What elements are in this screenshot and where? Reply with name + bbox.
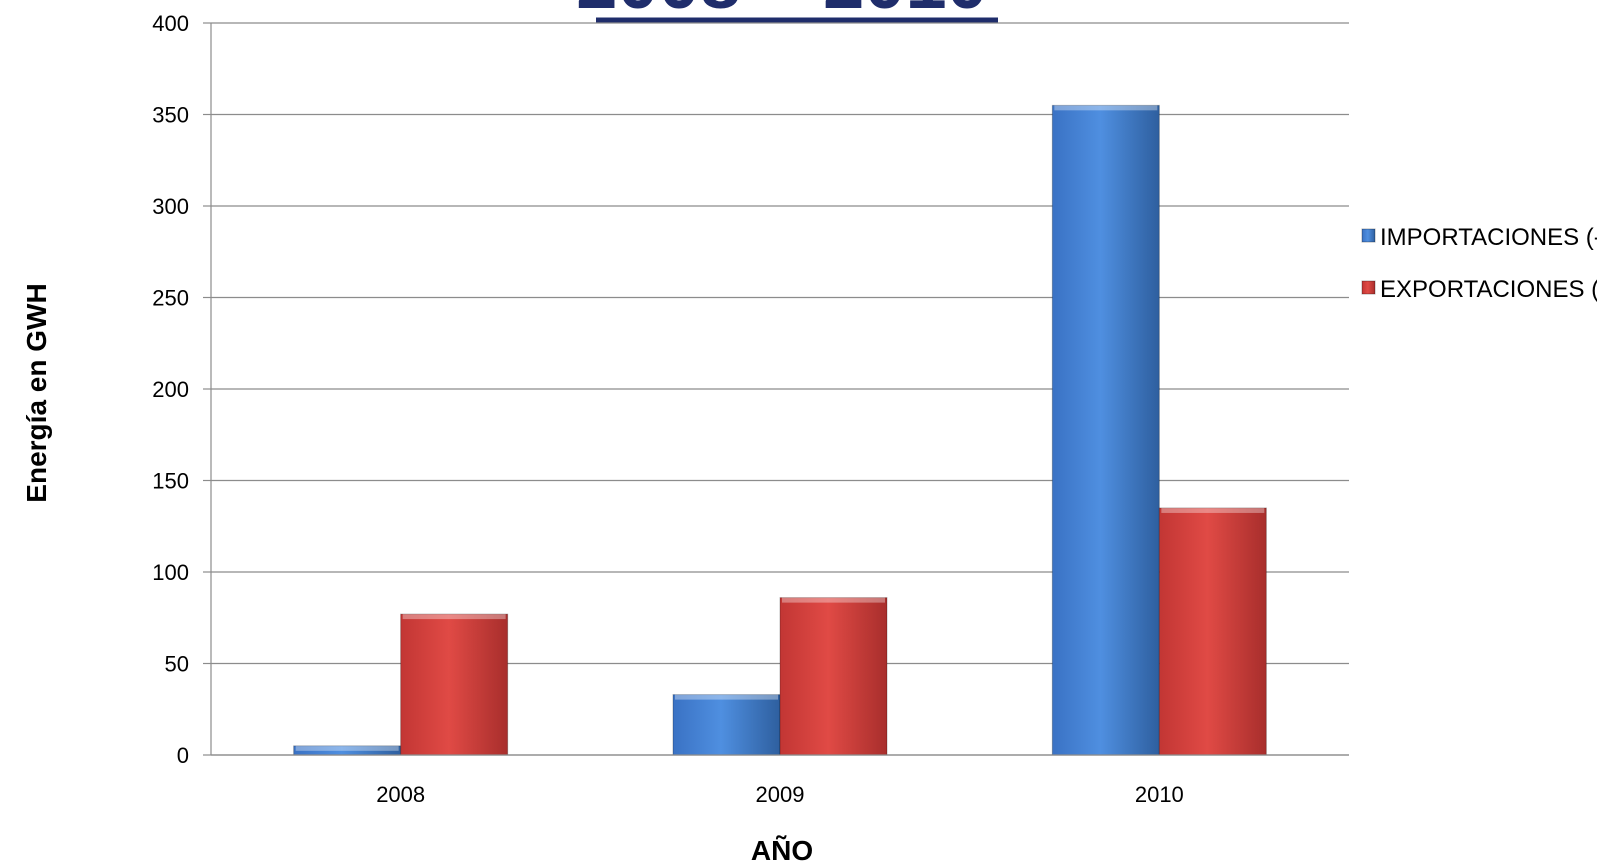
y-axis-title: Energía en GWH [21, 283, 52, 502]
legend-swatch-exportaciones [1361, 280, 1376, 295]
y-tick-label: 0 [177, 743, 189, 768]
x-axis-title: AÑO [751, 835, 813, 863]
y-tick-label: 100 [152, 560, 189, 585]
y-tick-label: 300 [152, 194, 189, 219]
y-tick-label: 250 [152, 286, 189, 311]
bar-importaciones-2009 [672, 694, 781, 756]
x-tick-label: 2010 [1135, 782, 1184, 807]
legend-label-exportaciones: EXPORTACIONES (+) [1380, 276, 1597, 303]
bar-bevel [782, 597, 885, 603]
x-tick-label: 2008 [376, 782, 425, 807]
bar-bevel [675, 694, 778, 700]
y-tick-label: 200 [152, 377, 189, 402]
bar-bevel [1161, 507, 1265, 513]
y-tick-label: 350 [152, 103, 189, 128]
x-tick-label: 2009 [756, 782, 805, 807]
y-tick-labels: 0 50 100 150 200 250 300 350 400 [152, 11, 189, 768]
y-tick-label: 400 [152, 11, 189, 36]
bar-exportaciones-2009 [779, 597, 888, 756]
bar-bevel [295, 745, 399, 751]
bar-importaciones-2010 [1051, 104, 1160, 756]
legend: IMPORTACIONES (- ) EXPORTACIONES (+) [1361, 224, 1597, 303]
y-tick-label: 150 [152, 469, 189, 494]
bar-bevel [402, 614, 506, 620]
y-tick-label: 50 [165, 652, 189, 677]
bar-bevel [1054, 105, 1158, 111]
legend-swatch-importaciones [1361, 228, 1376, 243]
bar-exportaciones-2010 [1158, 507, 1267, 756]
bar-exportaciones-2008 [400, 613, 509, 756]
bars [211, 104, 1349, 756]
x-tick-labels: 2008 2009 2010 [376, 782, 1184, 807]
legend-label-importaciones: IMPORTACIONES (- ) [1380, 224, 1597, 251]
